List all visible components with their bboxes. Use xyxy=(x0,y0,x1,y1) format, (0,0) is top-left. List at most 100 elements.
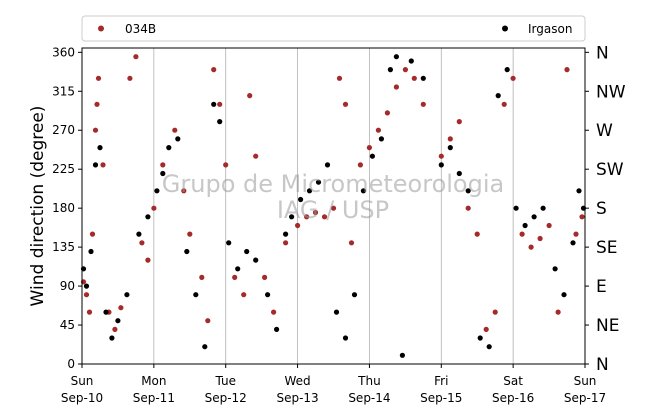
data-point-034b xyxy=(295,222,301,229)
data-point-034b xyxy=(375,127,381,133)
data-point-034b xyxy=(133,54,139,60)
data-point-034b xyxy=(199,274,205,280)
vertical-gridlines xyxy=(153,48,514,364)
data-point-034b xyxy=(546,222,552,229)
data-point-irgason xyxy=(289,214,295,220)
data-point-irgason xyxy=(465,188,471,194)
data-point-034b xyxy=(211,67,217,73)
compass-label: S xyxy=(596,199,607,219)
data-point-irgason xyxy=(408,58,414,64)
x-tick-label-date: Sep-11 xyxy=(133,391,175,405)
data-point-034b xyxy=(247,93,253,99)
data-point-irgason xyxy=(570,240,576,246)
data-point-034b xyxy=(474,231,480,237)
data-point-034b xyxy=(151,205,157,211)
data-point-034b xyxy=(217,101,223,107)
data-point-irgason xyxy=(393,54,399,60)
data-point-034b xyxy=(271,309,277,315)
data-point-irgason xyxy=(477,335,483,341)
x-tick-label-day: Wed xyxy=(284,374,310,388)
y-axis-title: Wind direction (degree) xyxy=(28,106,48,307)
data-point-irgason xyxy=(298,196,304,203)
data-point-irgason xyxy=(378,136,384,142)
data-point-034b xyxy=(447,136,453,142)
watermark: Grupo de Micrometeorologia IAG / USP xyxy=(162,170,504,224)
compass-label: NW xyxy=(596,82,626,102)
data-point-irgason xyxy=(283,231,289,237)
data-point-034b xyxy=(492,309,498,315)
data-point-034b xyxy=(510,75,516,81)
y-tick-label: 180 xyxy=(52,201,75,215)
data-point-034b xyxy=(366,145,372,151)
data-point-irgason xyxy=(88,248,94,255)
y-tick-label: 45 xyxy=(60,318,75,332)
data-point-irgason xyxy=(324,162,331,168)
data-point-034b xyxy=(564,67,570,73)
compass-label: E xyxy=(596,277,607,297)
data-point-034b xyxy=(336,75,343,81)
y-tick-label: 270 xyxy=(52,123,75,137)
y-tick-label: 90 xyxy=(60,279,75,293)
data-point-irgason xyxy=(552,266,558,272)
data-point-034b xyxy=(402,67,408,73)
data-point-034b xyxy=(94,101,100,107)
data-point-irgason xyxy=(175,136,181,142)
data-point-irgason xyxy=(513,205,519,211)
y-axis: 0 45 90 135 180 225 270 315 360 xyxy=(52,45,82,371)
data-point-irgason xyxy=(447,145,453,151)
data-point-irgason xyxy=(576,188,582,194)
x-tick-label-day: Sun xyxy=(71,374,94,388)
data-point-034b xyxy=(253,153,259,159)
data-point-034b xyxy=(241,292,247,298)
data-point-034b xyxy=(205,318,211,324)
data-point-irgason xyxy=(306,188,313,194)
data-point-irgason xyxy=(387,67,393,73)
data-point-034b xyxy=(223,162,229,168)
data-point-irgason xyxy=(109,335,115,341)
data-point-irgason xyxy=(351,292,358,298)
data-point-irgason xyxy=(420,75,426,81)
compass-label: SE xyxy=(596,238,618,258)
plot-frame xyxy=(81,47,586,365)
data-point-irgason xyxy=(226,240,232,246)
compass-label: N xyxy=(596,43,609,63)
x-tick-label-day: Fri xyxy=(434,374,448,388)
data-point-034b xyxy=(537,235,543,242)
data-point-irgason xyxy=(193,292,199,298)
legend-marker-irgason xyxy=(502,25,508,32)
legend-box xyxy=(81,15,586,42)
data-point-034b xyxy=(456,119,462,125)
data-point-034b xyxy=(342,101,349,107)
compass-label: W xyxy=(596,121,613,141)
x-tick-label-date: Sep-15 xyxy=(420,391,462,405)
data-points xyxy=(80,54,587,358)
data-point-irgason xyxy=(333,309,340,315)
data-point-034b xyxy=(321,214,328,220)
data-point-irgason xyxy=(504,67,510,73)
data-point-irgason xyxy=(561,292,567,298)
y-tick-label: 225 xyxy=(52,162,75,176)
data-point-034b xyxy=(112,326,118,332)
compass-label: N xyxy=(596,355,609,375)
data-point-irgason xyxy=(103,309,109,315)
x-tick-label-date: Sep-13 xyxy=(276,391,318,405)
data-point-irgason xyxy=(399,352,405,358)
data-point-irgason xyxy=(211,101,217,107)
data-point-034b xyxy=(528,244,534,250)
data-point-irgason xyxy=(235,266,241,272)
x-tick-label-day: Thu xyxy=(357,374,381,388)
x-tick-label-day: Sat xyxy=(503,374,523,388)
data-point-irgason xyxy=(145,214,151,220)
data-point-irgason xyxy=(456,170,462,177)
data-point-034b xyxy=(145,257,151,263)
x-tick-label-day: Tue xyxy=(214,374,236,388)
data-point-irgason xyxy=(154,188,160,194)
data-point-irgason xyxy=(360,188,366,194)
legend: 034B Irgason xyxy=(81,15,586,42)
data-point-034b xyxy=(92,127,99,133)
data-point-irgason xyxy=(217,119,223,125)
data-point-irgason xyxy=(342,335,349,341)
watermark-line-2: IAG / USP xyxy=(277,196,389,224)
compass-label: NE xyxy=(596,316,619,336)
data-point-034b xyxy=(139,240,145,246)
